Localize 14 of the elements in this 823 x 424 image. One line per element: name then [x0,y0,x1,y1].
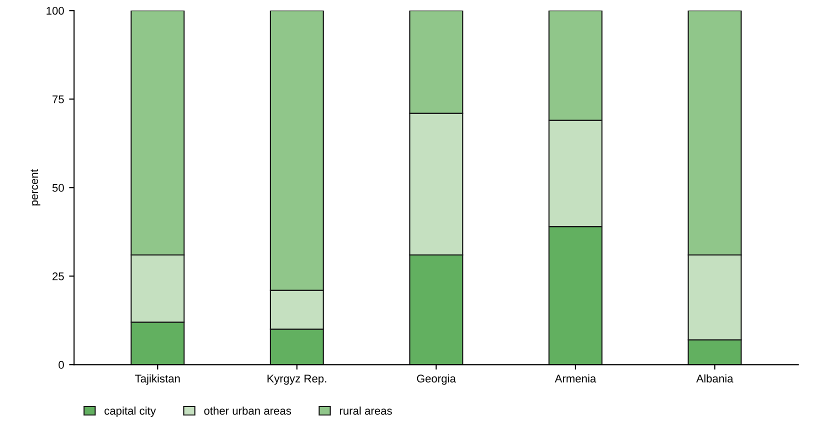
legend-label: rural areas [340,406,392,415]
y-tick-label: 100 [46,6,64,15]
legend-label: other urban areas [204,406,292,415]
x-tick-label: Kyrgyz Rep. [268,374,326,385]
x-tick-label: Armenia [554,374,596,383]
y-tick-label: 0 [58,360,64,369]
y-tick-label: 50 [52,184,64,192]
y-tick-label: 75 [52,95,64,104]
legend-label: capital city [104,406,156,417]
x-tick-label: Georgia [416,374,456,385]
y-tick-label: 25 [52,272,64,280]
x-tick-label: Albania [696,374,734,383]
x-tick-label: Tajikistan [135,374,180,385]
y-axis-title: percent [30,169,40,206]
